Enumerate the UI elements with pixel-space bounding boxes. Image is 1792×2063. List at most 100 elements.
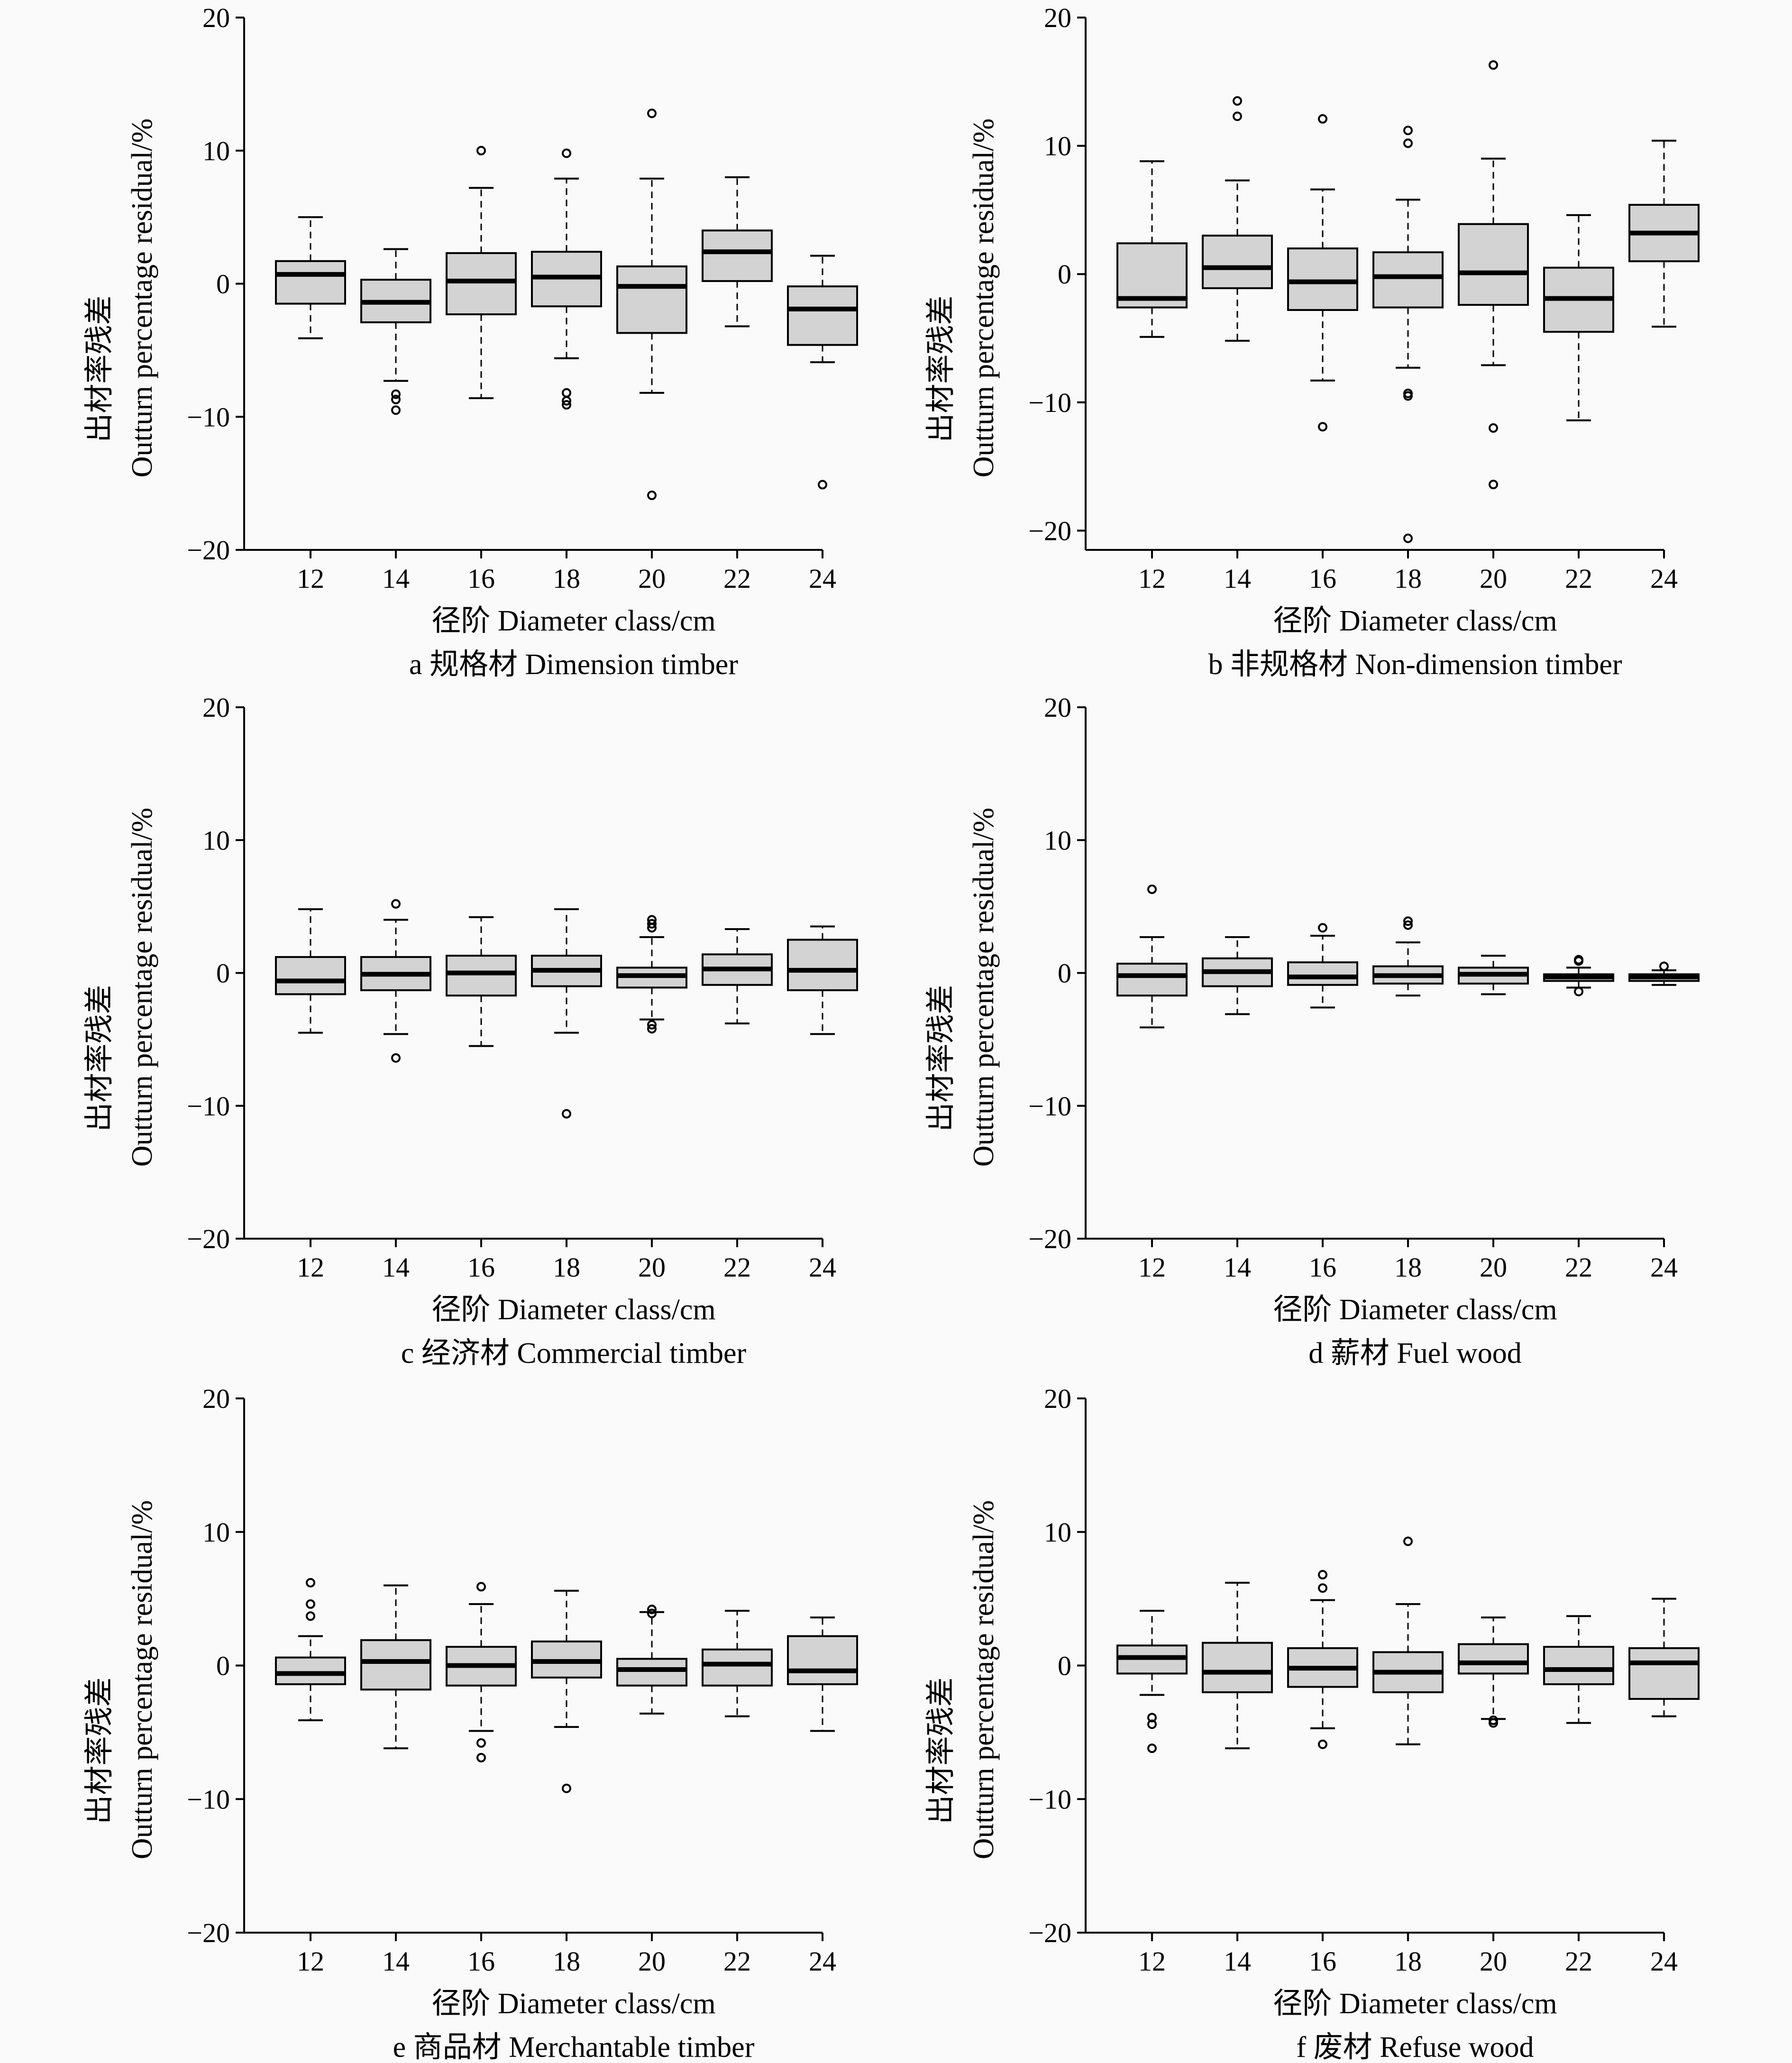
box-iqr (616, 1658, 687, 1687)
outlier-point (306, 1599, 315, 1609)
box-group (275, 216, 346, 339)
x-tick-label: 12 (1138, 1252, 1166, 1283)
outlier-point (647, 1608, 657, 1618)
box-group (1372, 1536, 1444, 1745)
outlier-point (647, 919, 657, 929)
box-iqr (275, 956, 346, 995)
box-iqr (1116, 962, 1188, 997)
y-axis-title-cn: 出材率残差 (925, 985, 957, 1132)
x-tick-label: 20 (1480, 1252, 1507, 1283)
x-tick-label: 22 (723, 1946, 751, 1977)
outlier-point (306, 1578, 315, 1588)
outlier-point (1403, 533, 1413, 543)
box-iqr (702, 1648, 773, 1687)
x-axis-title: 径阶 Diameter class/cm (431, 1294, 715, 1326)
outlier-point (1489, 60, 1498, 70)
box-group (531, 148, 602, 410)
box-group (616, 915, 687, 1034)
box-group (1628, 139, 1700, 328)
box-group (1116, 160, 1188, 338)
box-group (446, 146, 517, 399)
box-iqr (446, 955, 517, 997)
y-tick-label: 10 (1044, 131, 1071, 162)
box-group (702, 176, 773, 328)
x-tick-label: 12 (297, 563, 324, 594)
box-iqr (1202, 1642, 1273, 1693)
outlier-point (1147, 1719, 1157, 1729)
outlier-point (562, 388, 571, 398)
x-tick-label: 18 (1394, 1946, 1422, 1977)
y-tick-label: 20 (202, 2, 230, 33)
box-group (787, 1616, 858, 1732)
panel-caption: b 非规格材 Non-dimension timber (1208, 648, 1622, 681)
y-axis-title-cn: 出材率残差 (83, 295, 116, 442)
x-tick-label: 12 (297, 1252, 324, 1283)
x-axis-title: 径阶 Diameter class/cm (1273, 1294, 1557, 1326)
outlier-point (1489, 1718, 1498, 1728)
y-tick-label: −20 (1028, 515, 1071, 546)
chart-panel-a: 20 10 0 −10 −20 12 14 16 18 20 22 24 出材率残差 Outturn pe… (83, 2, 858, 681)
outlier-point (1318, 923, 1327, 933)
x-tick-label: 22 (723, 563, 751, 594)
box-group (1372, 126, 1444, 543)
box-iqr (360, 1639, 431, 1691)
outlier-point (562, 396, 571, 406)
outlier-point (1318, 422, 1327, 432)
y-tick-label: 0 (1058, 958, 1071, 989)
outlier-point (1489, 479, 1498, 489)
outlier-point (1233, 111, 1242, 121)
box-iqr (787, 285, 858, 346)
box-group (360, 899, 431, 1063)
y-tick-label: 10 (202, 1517, 230, 1548)
box-group (446, 1582, 517, 1762)
outlier-point (476, 1738, 486, 1748)
box-iqr (1287, 247, 1358, 311)
y-tick-label: 0 (216, 1651, 230, 1681)
panel-caption: f 废材 Refuse wood (1296, 2031, 1534, 2063)
y-tick-label: 10 (1044, 1517, 1071, 1548)
x-tick-label: 14 (382, 563, 410, 594)
y-tick-label: 20 (1044, 692, 1071, 723)
outlier-point (1403, 920, 1413, 930)
box-group (616, 1605, 687, 1715)
y-tick-label: −10 (187, 1784, 230, 1815)
outlier-point (647, 1020, 657, 1030)
y-tick-label: 20 (202, 1383, 230, 1414)
x-tick-label: 12 (1138, 1946, 1166, 1977)
box-group (1543, 1615, 1614, 1724)
y-axis-title-en: Outturn percentage residual/% (968, 808, 1000, 1167)
outlier-point (1489, 423, 1498, 433)
x-tick-label: 24 (1650, 1946, 1678, 1977)
box-iqr (1287, 961, 1358, 986)
outlier-point (1403, 1536, 1413, 1546)
outlier-point (1318, 1739, 1327, 1749)
box-iqr (1458, 223, 1529, 306)
outlier-point (1403, 126, 1413, 136)
box-group (1287, 1570, 1358, 1749)
y-tick-label: −20 (1028, 1223, 1071, 1254)
box-iqr (1628, 1647, 1700, 1700)
outlier-point (647, 923, 657, 933)
x-tick-label: 18 (553, 1946, 580, 1977)
x-tick-label: 24 (1650, 1252, 1678, 1283)
y-tick-label: 10 (202, 136, 230, 166)
box-group (616, 109, 687, 500)
outlier-point (562, 400, 571, 410)
box-group (360, 248, 431, 415)
y-tick-label: 0 (216, 958, 230, 989)
outlier-point (1574, 986, 1583, 996)
x-tick-label: 22 (1565, 1946, 1592, 1977)
box-group (1287, 923, 1358, 1009)
outlier-point (1403, 391, 1413, 401)
y-axis-title-en: Outturn percentage residual/% (126, 808, 158, 1167)
outlier-point (647, 109, 657, 119)
box-group (702, 928, 773, 1024)
y-tick-label: 10 (1044, 825, 1071, 856)
box-group (1458, 60, 1529, 489)
x-tick-label: 18 (553, 1252, 580, 1283)
x-tick-label: 20 (1480, 1946, 1507, 1977)
outlier-point (562, 1783, 571, 1793)
x-tick-label: 12 (297, 1946, 324, 1977)
y-tick-label: 0 (1058, 259, 1071, 290)
y-tick-label: 0 (1058, 1651, 1071, 1681)
